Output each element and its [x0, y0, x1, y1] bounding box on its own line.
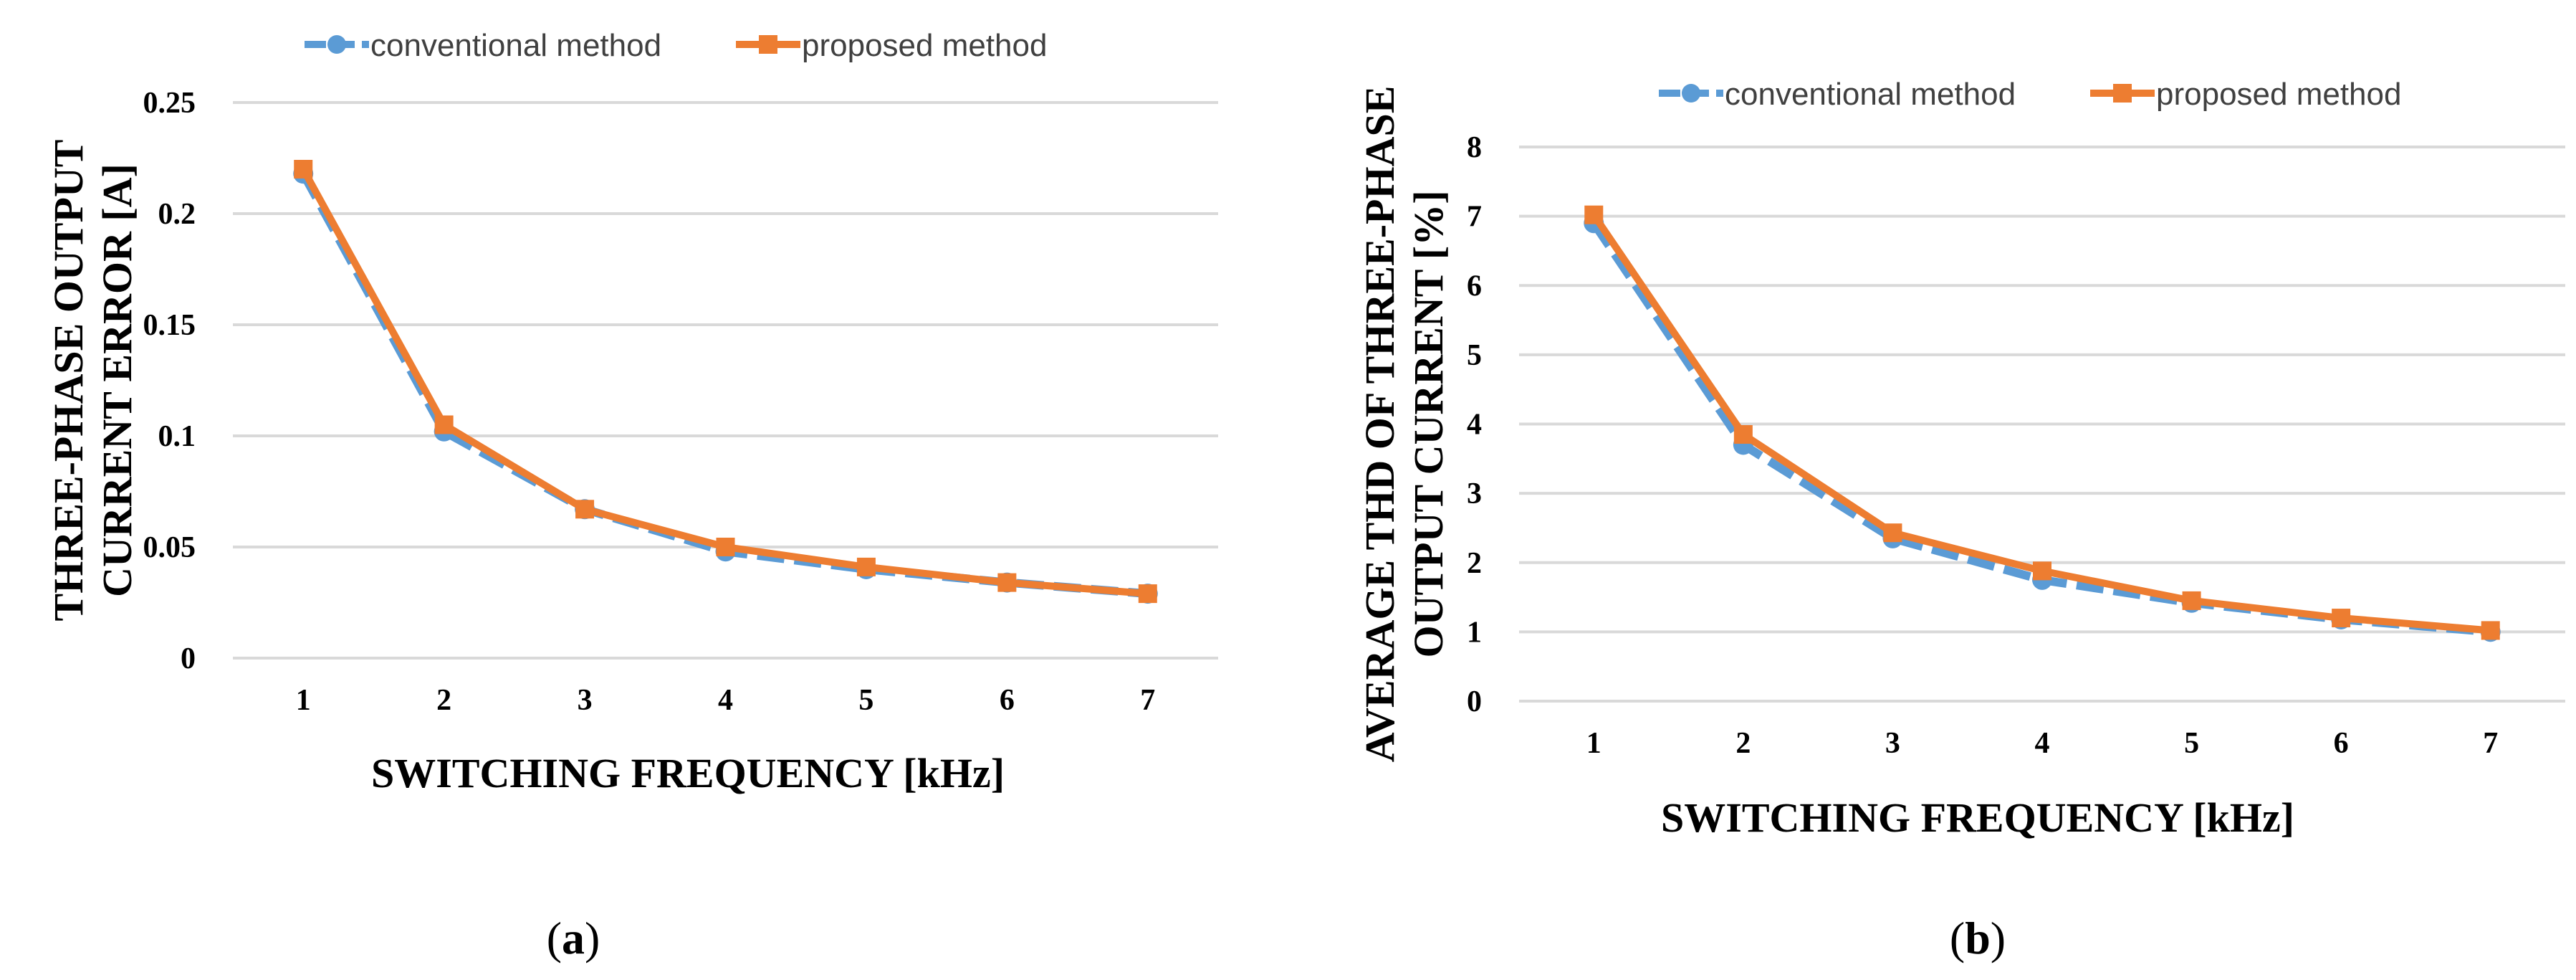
y-tick-label: 0: [181, 642, 196, 675]
legend-marker-conventional: [1682, 84, 1700, 103]
x-tick-label: 3: [1885, 727, 1900, 760]
data-point-proposed: [997, 573, 1017, 592]
y-tick-label: 0: [1467, 685, 1482, 718]
data-point-proposed: [1584, 205, 1604, 224]
y-tick-label: 1: [1467, 616, 1482, 649]
x-tick-label: 5: [2184, 727, 2199, 760]
x-tick-label: 1: [296, 684, 311, 717]
x-tick-label: 4: [718, 684, 733, 717]
y-axis-title-line: OUTPUT CURRENT [%]: [1405, 190, 1452, 657]
data-point-proposed: [2332, 609, 2351, 628]
x-tick-label: 6: [2334, 727, 2349, 760]
x-tick-label: 2: [436, 684, 451, 717]
x-tick-label: 7: [1140, 684, 1155, 717]
data-point-proposed: [856, 557, 876, 576]
y-axis-title: THREE-PHASE OUTPUTCURRENT ERROR [A]: [45, 140, 140, 622]
y-tick-label: 0.25: [143, 87, 196, 120]
y-tick-label: 2: [1467, 547, 1482, 580]
legend-marker-proposed: [2113, 84, 2132, 103]
data-point-proposed: [575, 500, 595, 519]
data-point-proposed: [2033, 561, 2051, 581]
legend-label-conventional: conventional method: [370, 28, 661, 63]
y-tick-label: 8: [1467, 131, 1482, 164]
x-axis-title: SWITCHING FREQUENCY [kHz]: [1661, 794, 2294, 841]
chart-b: 0 1 2 3 4 5 6 7 8 1 2 3 4 5 6 7 SWITCHING FREQUENCY [kHz…: [1356, 77, 2565, 964]
series-line-conventional: [299, 171, 1149, 599]
x-tick-label: 5: [858, 684, 873, 717]
y-axis-title-line: AVERAGE THD OF THREE-PHASE: [1356, 86, 1403, 763]
data-point-proposed: [1733, 424, 1753, 444]
chart-a: 0 0.05 0.1 0.15 0.2 0.25 1 2 3 4 5 6 7 SWITCHING FREQ…: [45, 28, 1218, 964]
x-tick-label: 6: [1000, 684, 1015, 717]
y-tick-label: 0.05: [143, 531, 196, 564]
x-tick-label: 4: [2035, 727, 2050, 760]
x-axis-title: SWITCHING FREQUENCY [kHz]: [371, 750, 1005, 796]
x-tick-label: 1: [1586, 727, 1601, 760]
y-tick-label: 0.2: [158, 198, 196, 231]
x-tick-label: 3: [578, 684, 593, 717]
y-tick-label: 6: [1467, 270, 1482, 303]
y-tick-label: 7: [1467, 201, 1482, 234]
data-point-proposed: [1138, 584, 1157, 604]
data-point-proposed: [434, 415, 454, 434]
y-tick-label: 0.1: [158, 420, 196, 453]
x-tick-label: 7: [2483, 727, 2498, 760]
x-tick-label: 2: [1735, 727, 1751, 760]
data-point-proposed: [1883, 523, 1902, 543]
legend-label-proposed: proposed method: [802, 28, 1047, 63]
series-line-proposed: [300, 167, 1149, 598]
y-axis-title-line: CURRENT ERROR [A]: [94, 163, 140, 597]
y-axis-title-line: THREE-PHASE OUTPUT: [45, 140, 92, 622]
legend-marker-conventional: [327, 35, 346, 54]
legend-label-conventional: conventional method: [1725, 77, 2016, 112]
legend-label-proposed: proposed method: [2156, 77, 2401, 112]
y-axis-title: AVERAGE THD OF THREE-PHASEOUTPUT CURRENT…: [1356, 86, 1452, 763]
data-point-proposed: [2481, 621, 2500, 640]
data-point-proposed: [294, 160, 313, 179]
data-point-proposed: [2182, 591, 2201, 610]
panel-caption: (b): [1950, 913, 2006, 964]
y-tick-label: 0.15: [143, 309, 196, 342]
data-point-proposed: [716, 538, 735, 556]
y-tick-label: 4: [1467, 409, 1482, 442]
y-tick-label: 5: [1467, 339, 1482, 372]
panel-caption: (a): [547, 913, 600, 964]
y-tick-label: 3: [1467, 477, 1482, 510]
legend-marker-proposed: [759, 35, 777, 54]
